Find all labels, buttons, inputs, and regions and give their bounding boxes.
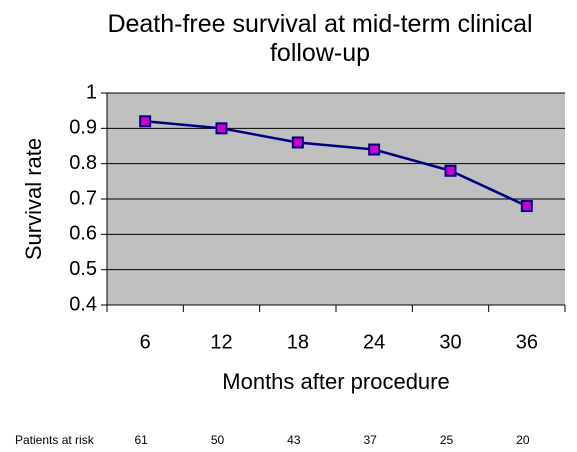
x-tick-label: 24 xyxy=(363,331,385,353)
risk-value: 20 xyxy=(516,433,530,447)
risk-value: 61 xyxy=(134,433,148,447)
series-line xyxy=(145,120,528,208)
point xyxy=(215,122,228,135)
y-tick-label: 0.7 xyxy=(69,187,97,209)
x-tick-label: 6 xyxy=(140,331,151,353)
y-axis-label: Survival rate xyxy=(21,138,46,260)
point xyxy=(291,136,304,149)
y-tick-label: 0.4 xyxy=(69,293,97,315)
y-tick-label: 0.6 xyxy=(69,223,97,245)
y-tick-label: 0.8 xyxy=(69,152,97,174)
risk-value: 43 xyxy=(287,433,301,447)
y-tick-label: 0.9 xyxy=(69,117,97,139)
point xyxy=(139,115,152,128)
risk-value: 50 xyxy=(211,433,225,447)
y-tick-label: 0.5 xyxy=(69,258,97,280)
x-tick-label: 30 xyxy=(439,331,461,353)
point xyxy=(444,164,457,177)
risk-value: 25 xyxy=(440,433,454,447)
x-tick-label: 12 xyxy=(210,331,232,353)
x-axis-label: Months after procedure xyxy=(222,369,449,394)
x-tick-label: 36 xyxy=(516,331,538,353)
chart-title: Death-free survival at mid-term clinical… xyxy=(107,10,533,67)
point xyxy=(368,143,381,156)
x-tick-label: 18 xyxy=(287,331,309,353)
risk-value: 37 xyxy=(363,433,377,447)
y-tick-label: 1 xyxy=(86,81,97,103)
risk-label: Patients at risk xyxy=(15,433,95,447)
point xyxy=(520,200,533,213)
